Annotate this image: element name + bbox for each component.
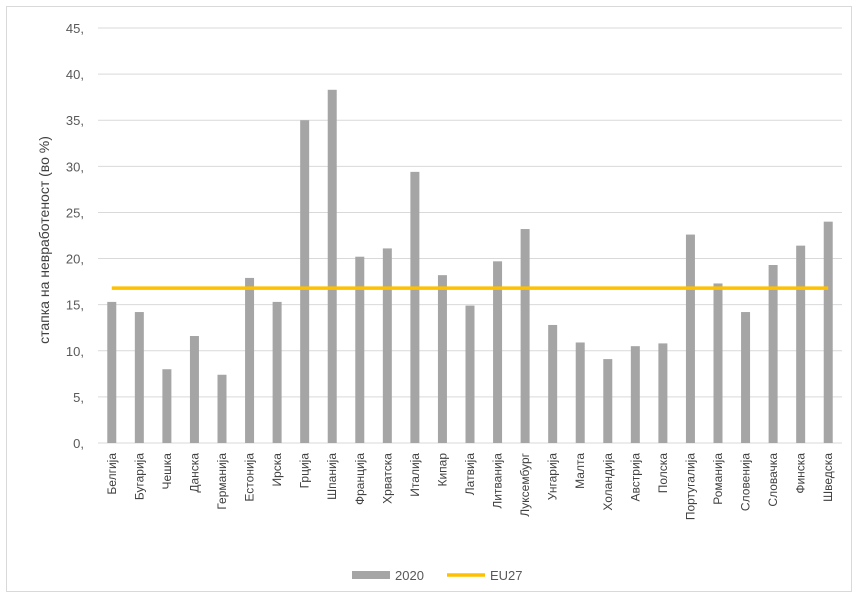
bar xyxy=(685,234,695,443)
bar xyxy=(713,283,723,443)
x-category-label: Латвија xyxy=(463,453,477,496)
legend-swatch-2020 xyxy=(352,571,390,579)
x-category-label: Унгарија xyxy=(546,453,560,501)
bar xyxy=(107,301,117,443)
y-axis-title: стапка на невработеност (во %) xyxy=(36,136,52,344)
x-category-label: Словенија xyxy=(739,453,753,511)
bar xyxy=(493,261,503,443)
x-category-label: Естонија xyxy=(243,453,257,502)
bar xyxy=(272,301,282,443)
bar xyxy=(741,312,751,443)
bar xyxy=(134,312,144,443)
bar xyxy=(520,229,530,443)
x-category-label: Малта xyxy=(573,453,587,489)
bar xyxy=(437,275,447,443)
x-category-label: Ирска xyxy=(270,453,284,487)
x-category-label: Чешка xyxy=(160,453,174,490)
y-tick-label: 5, xyxy=(73,390,84,405)
x-category-label: Данска xyxy=(187,453,201,493)
y-tick-label: 20, xyxy=(66,252,84,267)
bar xyxy=(300,120,310,443)
bar xyxy=(189,336,199,443)
x-category-label: Португалија xyxy=(683,453,697,520)
bar xyxy=(603,359,613,443)
x-axis-labels: Белгија Бугарија Чешка Данска Германија Естон… xyxy=(105,452,835,520)
x-category-label: Романија xyxy=(711,453,725,505)
bar xyxy=(465,305,475,443)
y-tick-label: 15, xyxy=(66,298,84,313)
legend-label-eu27: EU27 xyxy=(490,568,523,583)
y-tick-label: 0, xyxy=(73,436,84,451)
bar xyxy=(217,374,227,443)
bar xyxy=(630,346,640,443)
legend-label-2020: 2020 xyxy=(395,568,424,583)
x-category-label: Грција xyxy=(298,453,312,489)
bar xyxy=(575,342,585,443)
x-category-label: Шведска xyxy=(821,453,835,502)
bar xyxy=(548,324,558,443)
bar xyxy=(382,248,392,443)
x-category-label: Литванија xyxy=(491,453,505,509)
legend: 2020 EU27 xyxy=(352,568,523,583)
bar xyxy=(327,89,337,444)
x-category-label: Финска xyxy=(794,453,808,494)
bar xyxy=(796,245,806,443)
x-category-label: Хрватска xyxy=(380,453,394,504)
x-category-label: Франција xyxy=(353,453,367,505)
x-category-label: Полска xyxy=(656,453,670,494)
x-category-label: Бугарија xyxy=(132,453,146,500)
bar xyxy=(245,277,255,443)
x-category-label: Австрија xyxy=(628,453,642,502)
y-tick-label: 40, xyxy=(66,67,84,82)
x-category-label: Италија xyxy=(408,453,422,497)
y-axis-ticks: 0, 5, 10, 15, 20, 25, 30, 35, 40, 45, xyxy=(66,21,84,451)
y-tick-label: 45, xyxy=(66,21,84,36)
x-category-label: Германија xyxy=(215,453,229,510)
chart-frame xyxy=(6,6,852,592)
bar xyxy=(823,221,833,443)
y-tick-label: 10, xyxy=(66,344,84,359)
bar xyxy=(162,369,172,443)
x-category-label: Холандија xyxy=(601,453,615,511)
bar xyxy=(658,343,668,443)
bar xyxy=(410,171,420,443)
bar xyxy=(355,256,365,443)
x-category-label: Луксембург xyxy=(518,452,532,516)
y-tick-label: 35, xyxy=(66,113,84,128)
bars-2020 xyxy=(107,89,833,444)
x-category-label: Белгија xyxy=(105,453,119,495)
x-category-label: Шпанија xyxy=(325,453,339,500)
x-category-label: Словачка xyxy=(766,453,780,507)
x-category-label: Кипар xyxy=(435,453,449,487)
y-tick-label: 25, xyxy=(66,205,84,220)
y-tick-label: 30, xyxy=(66,159,84,174)
bar xyxy=(768,265,778,443)
